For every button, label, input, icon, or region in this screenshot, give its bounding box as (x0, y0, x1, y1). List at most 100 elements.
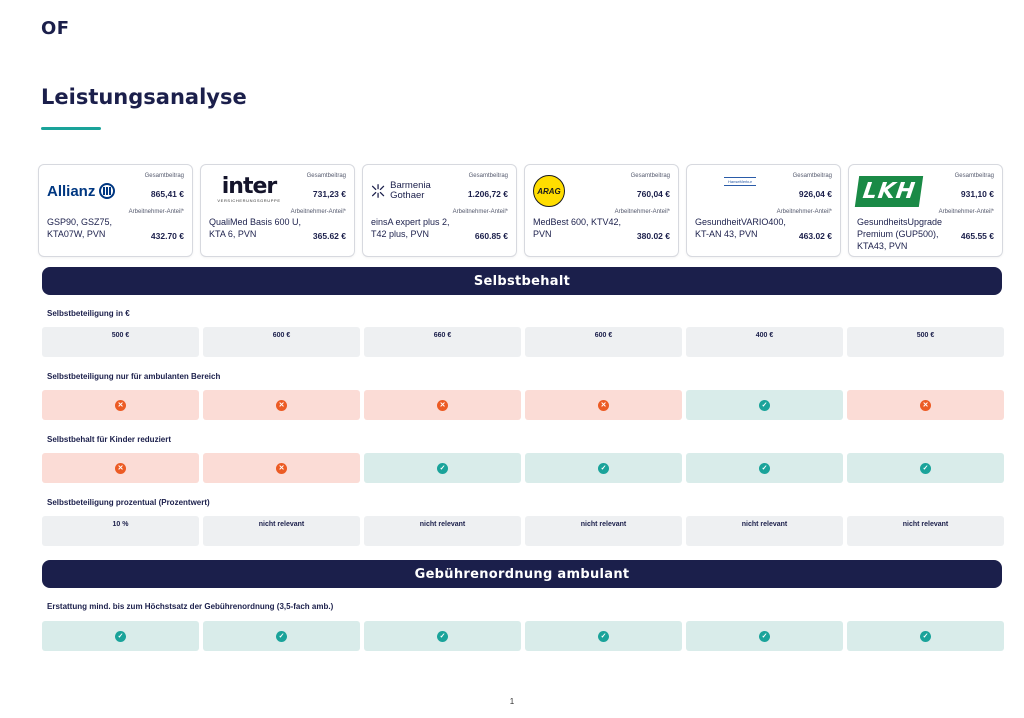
comparison-row: ✓ ✓ ✓ ✓ ✓ ✓ (42, 621, 1004, 651)
brand-logo: OF (41, 18, 70, 39)
not-included-cell: ✕ (203, 390, 360, 420)
total-label: Gesamtbeitrag (792, 173, 832, 179)
employee-share-value: 660.85 € (474, 231, 508, 241)
total-value: 926,04 € (798, 189, 832, 199)
row-label: Erstattung mind. bis zum Höchstsatz der … (47, 602, 334, 611)
cross-icon: ✕ (598, 399, 609, 411)
row-label: Selbstbeteiligung in € (47, 309, 130, 318)
employee-share-label: Arbeitnehmer-Anteil* (776, 209, 832, 215)
check-icon: ✓ (759, 462, 770, 474)
insurer-card-lkh[interactable]: LKH GesundheitsUpgrade Premium (GUP500),… (848, 164, 1003, 257)
title-underline (41, 127, 101, 130)
cross-icon: ✕ (276, 399, 287, 411)
total-label: Gesamtbeitrag (468, 173, 508, 179)
total-label: Gesamtbeitrag (630, 173, 670, 179)
included-cell: ✓ (42, 621, 199, 651)
total-value: 865,41 € (150, 189, 184, 199)
total-label: Gesamtbeitrag (954, 173, 994, 179)
total-label: Gesamtbeitrag (306, 173, 346, 179)
employee-share-label: Arbeitnehmer-Anteil* (128, 209, 184, 215)
not-included-cell: ✕ (364, 390, 521, 420)
section-header-gebuehrenordnung: Gebührenordnung ambulant (42, 560, 1002, 588)
check-icon: ✓ (759, 630, 770, 642)
not-included-cell: ✕ (847, 390, 1004, 420)
employee-share-value: 365.62 € (312, 231, 346, 241)
value-cell: nicht relevant (686, 516, 843, 546)
lkh-logo: LKH (854, 175, 937, 207)
product-name: MedBest 600, KTV42, PVN (533, 217, 622, 239)
check-icon: ✓ (437, 462, 448, 474)
included-cell: ✓ (525, 453, 682, 483)
check-icon: ✓ (276, 630, 287, 642)
total-value: 731,23 € (312, 189, 346, 199)
page-number: 1 (509, 697, 515, 706)
product-name: GesundheitVARIO400, KT-AN 43, PVN (695, 217, 786, 239)
product-name: GSP90, GSZ75, KTA07W, PVN (47, 217, 113, 239)
included-cell: ✓ (525, 621, 682, 651)
value-cell: 400 € (686, 327, 843, 357)
row-label: Selbstbeteiligung nur für ambulanten Ber… (47, 372, 221, 381)
cross-icon: ✕ (115, 399, 126, 411)
product-name: QualiMed Basis 600 U, KTA 6, PVN (209, 217, 302, 239)
included-cell: ✓ (686, 390, 843, 420)
barmenia-logo: Barmenia Gothaer (371, 177, 451, 205)
check-icon: ✓ (598, 630, 609, 642)
comparison-row: ✕ ✕ ✕ ✕ ✓ ✕ (42, 390, 1004, 420)
row-label: Selbstbehalt für Kinder reduziert (47, 435, 172, 444)
value-cell: 600 € (525, 327, 682, 357)
employee-share-value: 463.02 € (798, 231, 832, 241)
insurer-card-arag[interactable]: ARAG MedBest 600, KTV42, PVN Gesamtbeitr… (524, 164, 679, 257)
insurer-card-inter[interactable]: inter VERSICHERUNGSGRUPPE QualiMed Basis… (200, 164, 355, 257)
value-cell: 660 € (364, 327, 521, 357)
employee-share-label: Arbeitnehmer-Anteil* (614, 209, 670, 215)
total-value: 931,10 € (960, 189, 994, 199)
employee-share-label: Arbeitnehmer-Anteil* (938, 209, 994, 215)
insurer-card-barmenia[interactable]: Barmenia Gothaer einsA expert plus 2, T4… (362, 164, 517, 257)
hansemerkur-logo: HanseMerkur (695, 177, 775, 205)
comparison-row: ✕ ✕ ✓ ✓ ✓ ✓ (42, 453, 1004, 483)
row-label: Selbstbeteiligung prozentual (Prozentwer… (47, 498, 210, 507)
comparison-row: 10 % nicht relevant nicht relevant nicht re… (42, 516, 1004, 546)
comparison-row: 500 €600 €660 €600 €400 €500 € (42, 327, 1004, 357)
employee-share-label: Arbeitnehmer-Anteil* (290, 209, 346, 215)
employee-share-value: 380.02 € (636, 231, 670, 241)
value-cell: nicht relevant (525, 516, 682, 546)
page-title: Leistungsanalyse (41, 85, 247, 109)
product-name: GesundheitsUpgrade Premium (GUP500), KTA… (857, 217, 943, 251)
not-included-cell: ✕ (42, 390, 199, 420)
product-name: einsA expert plus 2, T42 plus, PVN (371, 217, 450, 239)
not-included-cell: ✕ (525, 390, 682, 420)
check-icon: ✓ (920, 630, 931, 642)
inter-logo: inter VERSICHERUNGSGRUPPE (217, 174, 281, 204)
included-cell: ✓ (686, 621, 843, 651)
value-cell: nicht relevant (203, 516, 360, 546)
included-cell: ✓ (203, 621, 360, 651)
allianz-logo: Allianz (47, 177, 127, 205)
allianz-logo-icon (99, 183, 116, 199)
insurer-card-hansemerkur[interactable]: HanseMerkur GesundheitVARIO400, KT-AN 43… (686, 164, 841, 257)
check-icon: ✓ (759, 399, 770, 411)
check-icon: ✓ (115, 630, 126, 642)
not-included-cell: ✕ (203, 453, 360, 483)
employee-share-value: 465.55 € (960, 231, 994, 241)
check-icon: ✓ (598, 462, 609, 474)
arag-logo: ARAG (533, 175, 613, 207)
barmenia-star-icon (371, 184, 385, 198)
value-cell: nicht relevant (847, 516, 1004, 546)
value-cell: 600 € (203, 327, 360, 357)
value-cell: 500 € (847, 327, 1004, 357)
section-header-selbstbehalt: Selbstbehalt (42, 267, 1002, 295)
total-value: 1.206,72 € (467, 189, 508, 199)
insurer-card-allianz[interactable]: Allianz GSP90, GSZ75, KTA07W, PVN Gesamt… (38, 164, 193, 257)
value-cell: 10 % (42, 516, 199, 546)
value-cell: nicht relevant (364, 516, 521, 546)
included-cell: ✓ (364, 453, 521, 483)
included-cell: ✓ (364, 621, 521, 651)
insurer-cards: Allianz GSP90, GSZ75, KTA07W, PVN Gesamt… (38, 164, 1003, 257)
cross-icon: ✕ (437, 399, 448, 411)
included-cell: ✓ (847, 621, 1004, 651)
cross-icon: ✕ (115, 462, 126, 474)
total-label: Gesamtbeitrag (144, 173, 184, 179)
not-included-cell: ✕ (42, 453, 199, 483)
employee-share-value: 432.70 € (150, 231, 184, 241)
